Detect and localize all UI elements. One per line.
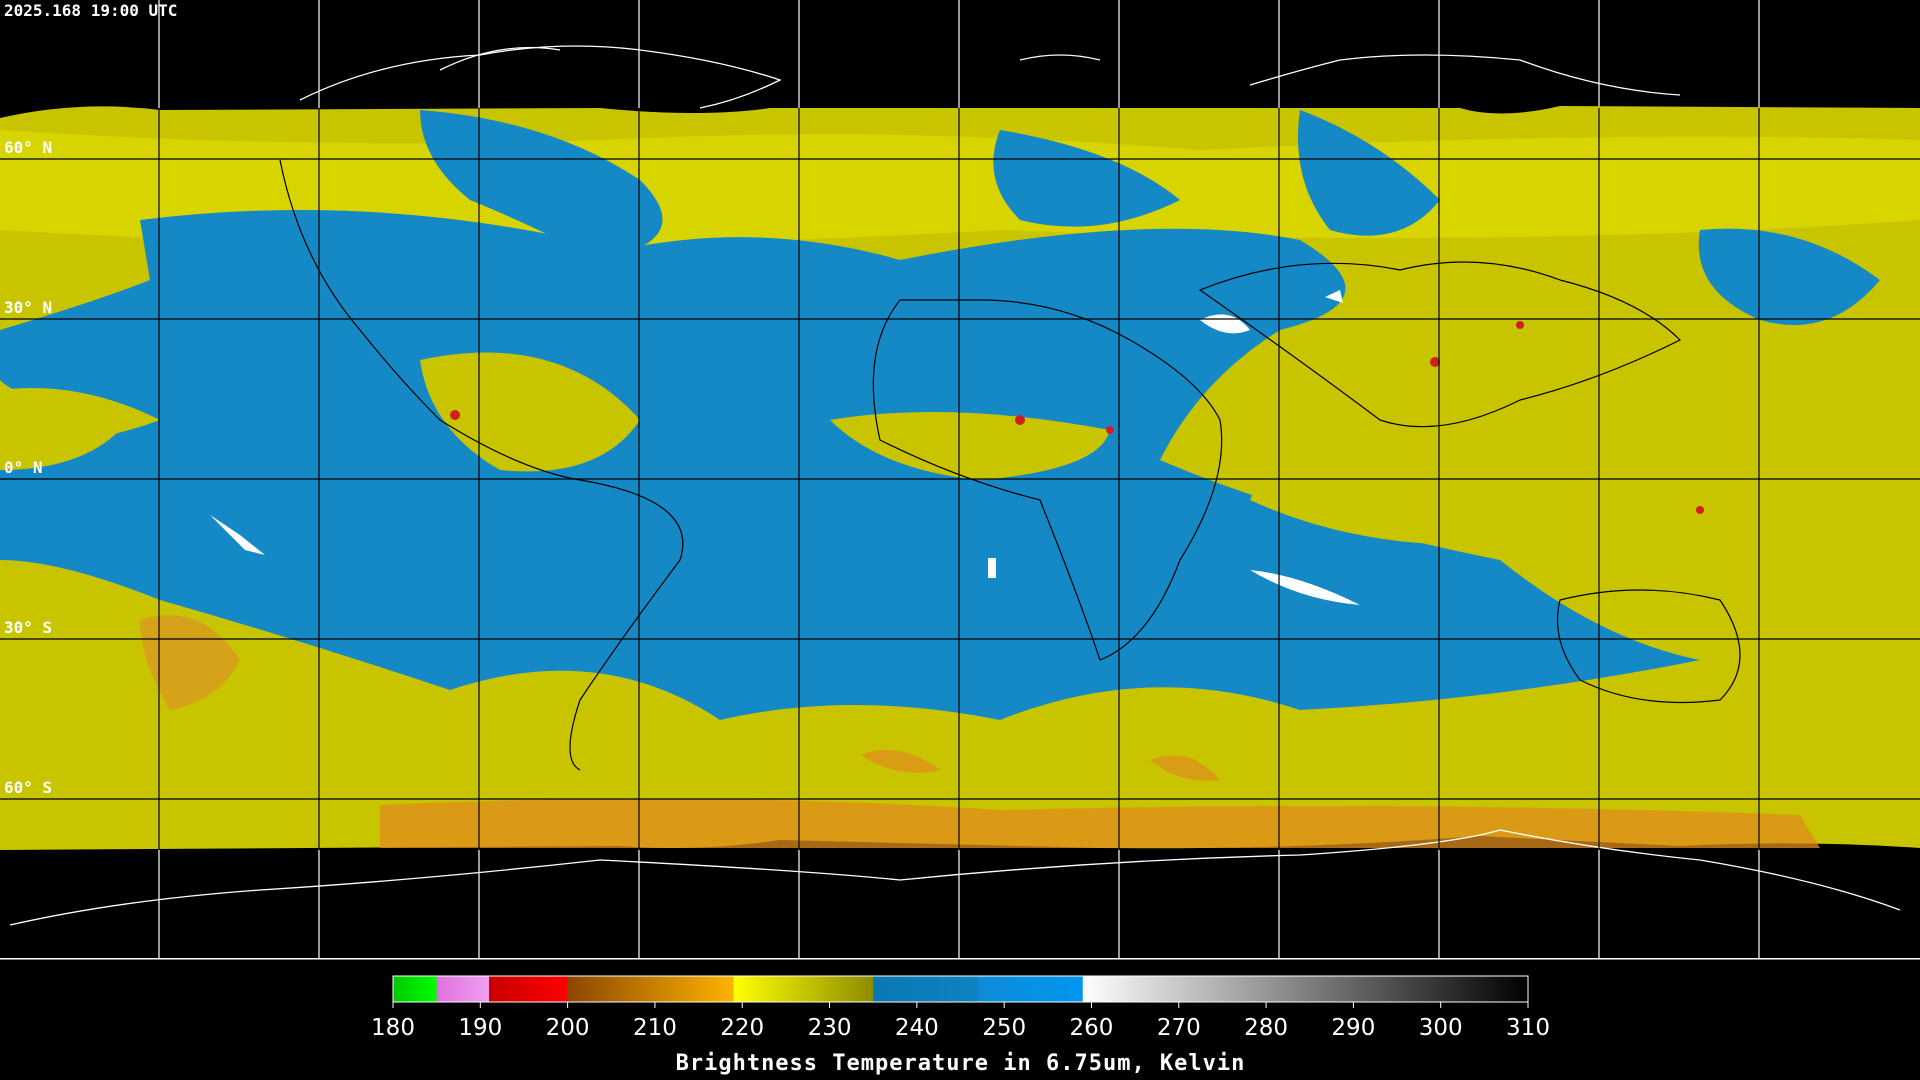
colorbar-segment: [567, 976, 734, 1002]
colorbar-segment: [436, 976, 490, 1002]
colorbar-tick-label: 290: [1331, 1015, 1375, 1041]
coastline: [279, 159, 1741, 771]
colorbar-tick-label: 270: [1157, 1015, 1201, 1041]
colorbar-tick-label: 250: [982, 1015, 1026, 1041]
colorbar-tick-label: 300: [1419, 1015, 1463, 1041]
colorbar-segment: [393, 976, 438, 1002]
latitude-grid: 60° N 30° N 0° N 30° S 60° S: [0, 138, 1920, 800]
latitude-label: 60° N: [4, 138, 52, 157]
colorbar-segment: [873, 976, 979, 1002]
latitude-label: 60° S: [4, 778, 52, 797]
colorbar-tick-label: 220: [720, 1015, 764, 1041]
colorbar-tick-label: 230: [808, 1015, 852, 1041]
colorbar-segment: [1082, 976, 1529, 1002]
map-border: [0, 958, 1920, 960]
colorbar-tick-label: 180: [371, 1015, 415, 1041]
colorbar: 180 190 200 210 220 230 240 250 260 270 280 290 300 3…: [371, 975, 1550, 1076]
colorbar-tick-label: 200: [546, 1015, 590, 1041]
colorbar-tick-label: 240: [895, 1015, 939, 1041]
timestamp: 2025.168 19:00 UTC: [4, 1, 177, 20]
latitude-label: 30° S: [4, 618, 52, 637]
colorbar-segment: [733, 976, 874, 1002]
coastline-outer: [9, 45, 1901, 926]
colorbar-tick-label: 210: [633, 1015, 677, 1041]
colorbar-segment: [489, 976, 569, 1002]
colorbar-tick-label: 280: [1244, 1015, 1288, 1041]
colorbar-tick-label: 260: [1070, 1015, 1114, 1041]
colorbar-tick-label: 190: [458, 1015, 502, 1041]
colorbar-segment: [977, 976, 1084, 1002]
latitude-label: 0° N: [4, 458, 43, 477]
latitude-label: 30° N: [4, 298, 52, 317]
colorbar-frame: [392, 975, 1529, 1003]
colorbar-tick-label: 310: [1506, 1015, 1550, 1041]
colorbar-title: Brightness Temperature in 6.75um, Kelvin: [676, 1051, 1246, 1076]
